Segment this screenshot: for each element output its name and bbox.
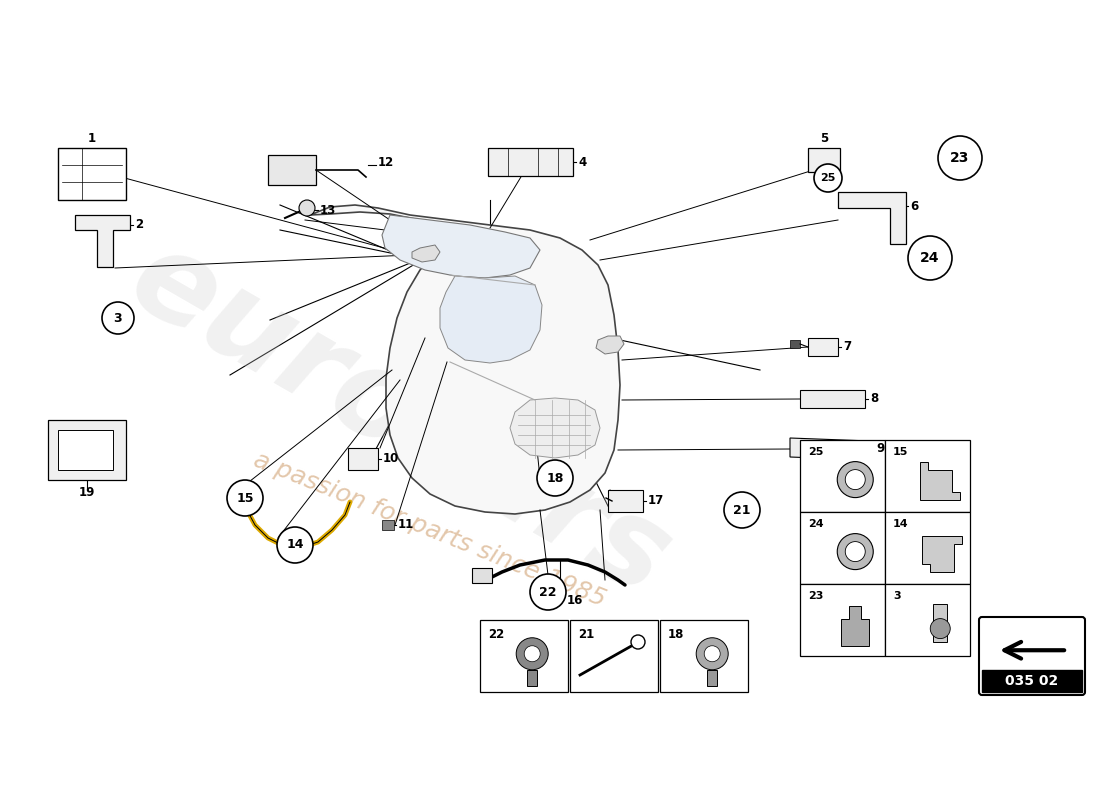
Bar [933,604,947,642]
Polygon shape [510,398,600,458]
Polygon shape [922,536,962,571]
Bar [527,670,537,686]
Text: 12: 12 [378,157,394,170]
Text: 9: 9 [876,442,884,455]
Text: 7: 7 [843,341,851,354]
Polygon shape [440,276,542,363]
Text: 18: 18 [547,471,563,485]
Bar [800,440,886,512]
Bar [886,584,970,656]
Bar [382,520,394,530]
Text: 14: 14 [893,519,909,529]
Text: 22: 22 [539,586,557,598]
Bar [570,620,658,692]
Circle shape [724,492,760,528]
Text: 25: 25 [808,447,824,457]
Bar [58,148,126,200]
Text: 14: 14 [286,538,304,551]
Text: 24: 24 [921,251,939,265]
Text: 1: 1 [88,131,96,145]
Bar [808,148,840,172]
FancyBboxPatch shape [979,617,1085,695]
Bar [790,340,800,348]
Bar [800,390,865,408]
Text: 3: 3 [113,311,122,325]
Bar [48,420,126,480]
Circle shape [931,618,950,638]
Circle shape [845,470,866,490]
Text: 13: 13 [320,203,337,217]
Text: 3: 3 [893,591,901,601]
Polygon shape [596,336,624,354]
Circle shape [696,638,728,670]
Bar [800,584,886,656]
Text: 24: 24 [808,519,824,529]
Bar [800,512,886,584]
Text: 19: 19 [79,486,96,498]
Polygon shape [921,462,960,499]
Circle shape [631,635,645,649]
Text: 18: 18 [668,627,684,641]
Text: 16: 16 [566,594,583,606]
Polygon shape [790,438,872,460]
Text: 15: 15 [236,491,254,505]
Text: 6: 6 [910,199,918,213]
Bar [488,148,573,176]
Circle shape [837,462,873,498]
Circle shape [704,646,720,662]
Polygon shape [842,606,869,646]
Text: 21: 21 [578,627,594,641]
Text: 035 02: 035 02 [1005,674,1058,688]
Text: 4: 4 [578,155,586,169]
Circle shape [102,302,134,334]
Bar [660,620,748,692]
Circle shape [837,534,873,570]
Text: 23: 23 [950,151,970,165]
Text: 10: 10 [383,453,399,466]
Circle shape [908,236,952,280]
Bar [268,155,316,185]
Text: 15: 15 [893,447,909,457]
Bar [982,670,1082,692]
Circle shape [530,574,566,610]
Text: 25: 25 [821,173,836,183]
Circle shape [299,200,315,216]
Bar [608,490,644,512]
Text: eurocars: eurocars [110,219,690,621]
Circle shape [525,646,540,662]
Bar [348,448,378,470]
Circle shape [814,164,842,192]
Text: 21: 21 [734,503,750,517]
Circle shape [845,542,866,562]
Bar [808,338,838,356]
Circle shape [277,527,313,563]
Polygon shape [838,192,906,244]
Circle shape [516,638,548,670]
Text: 5: 5 [820,131,828,145]
Bar [886,440,970,512]
Text: 2: 2 [135,218,143,231]
Bar [886,512,970,584]
Polygon shape [382,215,540,278]
Text: a passion for parts since 1985: a passion for parts since 1985 [251,448,609,612]
Polygon shape [310,205,620,514]
Polygon shape [412,245,440,262]
FancyArrowPatch shape [1004,642,1064,658]
Bar [472,568,492,583]
Circle shape [537,460,573,496]
Bar [58,430,113,470]
Text: 8: 8 [870,393,878,406]
Text: 11: 11 [398,518,415,531]
Bar [707,670,717,686]
Text: 23: 23 [808,591,824,601]
Circle shape [227,480,263,516]
Bar [480,620,568,692]
Circle shape [938,136,982,180]
Polygon shape [75,215,130,267]
Text: 22: 22 [488,627,504,641]
Text: 17: 17 [648,494,664,507]
